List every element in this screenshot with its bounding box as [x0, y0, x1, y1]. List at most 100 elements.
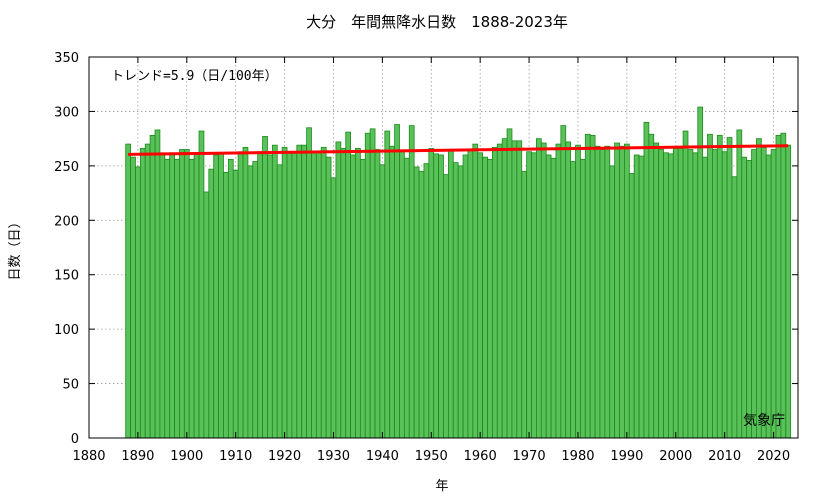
- x-axis: 1880 1890 1900 1910 1920 1930 1940 1950 1960 1970…: [72, 57, 790, 464]
- bar: [560, 125, 567, 439]
- bar: [707, 133, 713, 439]
- bar: [702, 156, 708, 439]
- bar: [340, 148, 347, 439]
- y-tick-label: 150: [54, 269, 79, 284]
- y-tick-label: 350: [54, 51, 79, 66]
- bar: [364, 132, 371, 439]
- bar: [741, 156, 748, 439]
- bar: [399, 151, 405, 439]
- bar: [203, 191, 210, 439]
- bar: [355, 148, 361, 439]
- bar: [780, 132, 787, 439]
- bar: [658, 149, 664, 439]
- bar: [208, 168, 215, 439]
- bar: [408, 125, 415, 439]
- bar: [668, 153, 674, 439]
- bar: [311, 152, 317, 439]
- x-tick-label: 2010: [708, 449, 741, 464]
- bar: [628, 173, 635, 439]
- bar: [423, 163, 430, 439]
- y-tick-label: 300: [54, 105, 79, 120]
- bar: [374, 149, 381, 439]
- bar: [496, 143, 503, 439]
- bar: [692, 152, 699, 439]
- bar: [418, 170, 425, 439]
- bar: [379, 164, 386, 439]
- bar: [531, 152, 537, 439]
- bar: [452, 162, 459, 439]
- bar: [570, 161, 576, 439]
- bar: [575, 144, 581, 439]
- bar: [506, 128, 513, 439]
- bar: [712, 149, 718, 439]
- x-tick-label: 2020: [757, 449, 790, 464]
- chart-title: 大分 年間無降水日数 1888-2023年: [306, 13, 568, 31]
- bar: [403, 157, 410, 439]
- bar: [267, 154, 273, 439]
- bar: [619, 145, 625, 439]
- bar: [135, 166, 141, 439]
- bar: [179, 149, 185, 439]
- bar: [335, 141, 342, 439]
- y-tick-label: 0: [71, 432, 79, 447]
- bar: [227, 158, 234, 439]
- bar: [345, 131, 351, 439]
- bar: [281, 146, 288, 439]
- bar: [271, 144, 278, 439]
- bar: [550, 157, 557, 439]
- x-tick-label: 1940: [366, 449, 399, 464]
- bar: [306, 127, 312, 439]
- bar: [188, 158, 195, 439]
- bar: [438, 154, 444, 439]
- y-tick-label: 200: [54, 214, 79, 229]
- bar: [257, 151, 263, 439]
- bar: [262, 136, 268, 439]
- bar: [633, 154, 640, 439]
- bar: [325, 156, 332, 439]
- bar: [565, 141, 572, 439]
- x-tick-label: 1910: [219, 449, 252, 464]
- bar: [433, 153, 440, 439]
- y-tick-label: 100: [54, 323, 79, 338]
- bar: [447, 149, 454, 439]
- x-tick-label: 1930: [317, 449, 350, 464]
- bar: [154, 129, 161, 439]
- bar: [594, 145, 601, 439]
- bar: [687, 149, 694, 439]
- bar: [589, 134, 596, 439]
- bar: [130, 156, 136, 439]
- bar: [296, 144, 303, 439]
- bar: [252, 161, 259, 439]
- bar: [785, 144, 792, 439]
- bar: [428, 148, 435, 439]
- bar: [301, 144, 307, 439]
- bar: [609, 165, 616, 439]
- bar: [516, 140, 523, 439]
- bar: [350, 154, 356, 439]
- bar: [643, 121, 650, 439]
- bar: [726, 137, 733, 439]
- bar: [580, 158, 586, 439]
- x-tick-label: 1990: [610, 449, 643, 464]
- bar: [174, 158, 180, 439]
- x-tick-label: 1920: [268, 449, 301, 464]
- y-axis: 0 50 100 150 200 250 300 350: [54, 51, 798, 447]
- bar: [653, 142, 660, 439]
- x-tick-label: 1980: [561, 449, 594, 464]
- bar: [291, 152, 298, 439]
- bar: [169, 152, 175, 439]
- bar: [477, 152, 484, 439]
- bar: [144, 143, 151, 439]
- bar: [770, 149, 777, 439]
- bar: [359, 158, 366, 439]
- bar: [149, 134, 156, 439]
- bar: [443, 174, 449, 439]
- x-tick-label: 1880: [72, 449, 105, 464]
- x-tick-label: 1970: [513, 449, 546, 464]
- y-axis-label: 日数（日）: [8, 215, 23, 280]
- bar: [731, 176, 738, 439]
- bar: [760, 146, 767, 439]
- bar: [413, 166, 420, 439]
- x-axis-label: 年: [435, 479, 448, 494]
